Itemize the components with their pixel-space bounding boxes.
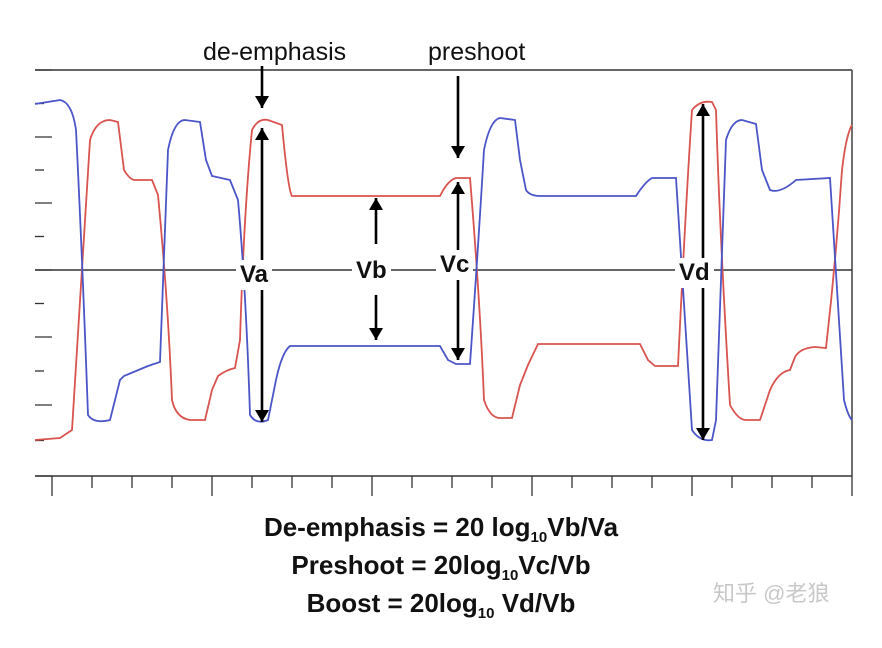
va-arrow-head-down [255, 410, 269, 422]
vc-arrow-head-down [451, 348, 465, 360]
vb-arrow-down-head-down [369, 328, 383, 340]
formula-boost-sub: 10 [477, 605, 495, 623]
va-label: Va [236, 260, 273, 290]
formula-preshoot-lead: Preshoot = 20log [291, 550, 502, 580]
axis-ticks [35, 69, 853, 496]
watermark-text: 知乎 @老狼 [713, 581, 830, 606]
preshoot-pointer-arrow-head-down [451, 146, 465, 158]
preshoot-label: preshoot [428, 38, 526, 66]
blue-waveform [34, 99, 853, 442]
formula-preshoot-sub: 10 [501, 567, 519, 585]
formula-preshoot: Preshoot = 20log10Vc/Vb [0, 550, 882, 584]
formula-deemphasis-sub: 10 [530, 529, 548, 547]
vd-arrow-head-down [696, 428, 710, 440]
formula-preshoot-tail: Vc/Vb [518, 550, 591, 580]
formula-boost-tail: Vd/Vb [494, 588, 576, 618]
deemphasis-pointer-arrow-head-down [255, 96, 269, 108]
formula-deemphasis: De-emphasis = 20 log10Vb/Va [0, 512, 882, 546]
red-waveform [34, 100, 853, 441]
vb-label: Vb [352, 256, 391, 286]
deemphasis-label: de-emphasis [203, 38, 347, 66]
formula-boost: Boost = 20log10 Vd/Vb [0, 588, 882, 622]
formula-deemphasis-lead: De-emphasis = 20 log [263, 512, 531, 542]
vb-arrow-up-head-up [369, 198, 383, 210]
vc-arrow-head-up [451, 182, 465, 194]
va-arrow-head-up [255, 128, 269, 140]
formula-deemphasis-tail: Vb/Va [547, 512, 619, 542]
vc-label: Vc [436, 250, 474, 280]
vd-label: Vd [675, 258, 714, 288]
formula-boost-lead: Boost = 20log [306, 588, 478, 618]
vd-arrow-head-up [696, 104, 710, 116]
